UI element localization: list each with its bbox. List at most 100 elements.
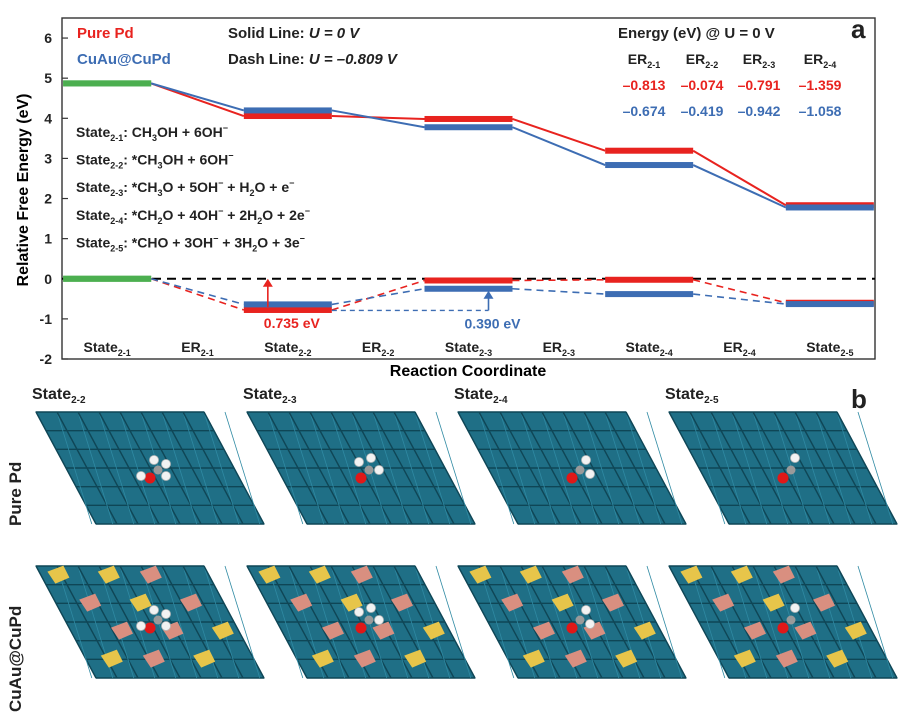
y-axis: -2 -1 0 1 2 3 4 5 6	[40, 30, 68, 367]
state-definition: State2-1: CH3OH + 6OH−	[76, 123, 228, 143]
lattice-line	[267, 411, 304, 525]
lattice-line	[689, 411, 726, 525]
hydrogen-atom	[366, 453, 376, 463]
au-atom-cluster	[308, 565, 331, 584]
connector-line	[692, 278, 787, 304]
connector-line	[150, 278, 245, 311]
lattice-line	[414, 565, 451, 679]
energy-pure-pd: –0.791	[738, 77, 781, 93]
cu-atom-cluster	[142, 649, 165, 668]
au-atom-cluster	[551, 593, 574, 612]
connector-line	[512, 118, 606, 152]
lattice-line	[478, 565, 515, 679]
cuau-slab	[35, 565, 265, 679]
lattice-line	[56, 411, 93, 525]
pd-slab	[457, 411, 687, 525]
column-title: State2-5	[665, 386, 719, 407]
adsorbate-molecule	[354, 453, 384, 484]
x-tick-label: State2-2	[264, 339, 311, 358]
hydrogen-atom	[354, 457, 364, 467]
lattice-line	[182, 411, 219, 525]
legend-pure-pd: Pure Pd	[77, 25, 134, 42]
pd-slab	[246, 411, 476, 525]
cu-atom-cluster	[602, 593, 624, 612]
lattice-line	[98, 565, 135, 679]
gap-annotations: 0.735 eV 0.390 eV	[262, 278, 521, 331]
x-tick-label: ER2-1	[181, 339, 213, 358]
y-tick-label: -2	[40, 351, 53, 367]
structure-grid	[35, 411, 898, 679]
au-atom-cluster	[633, 621, 656, 640]
lattice-line	[330, 411, 367, 525]
x-tick-label: State2-1	[84, 339, 131, 358]
connector-line	[512, 278, 606, 282]
au-atom-cluster	[311, 649, 334, 668]
au-atom-cluster	[469, 565, 492, 584]
cu-atom-cluster	[533, 621, 555, 640]
oxygen-atom	[566, 472, 578, 484]
energy-cuau: –0.674	[623, 103, 666, 119]
connector-line	[150, 277, 245, 306]
level-bar	[785, 301, 874, 308]
carbon-atom	[153, 615, 163, 625]
level-bar	[243, 107, 332, 114]
hydrogen-atom	[161, 459, 171, 469]
plot-frame	[61, 17, 876, 360]
lattice-line	[836, 411, 873, 525]
x-tick-label: ER2-2	[362, 339, 394, 358]
lattice-line	[583, 411, 620, 525]
level-bar	[605, 276, 694, 283]
y-axis-title: Relative Free Energy (eV)	[15, 94, 32, 287]
hydrogen-atom	[374, 615, 384, 625]
au-atom-cluster	[97, 565, 120, 584]
hydrogen-atom	[161, 609, 171, 619]
lattice-line	[203, 565, 240, 679]
level-bar	[424, 115, 513, 122]
lattice-line	[520, 565, 557, 679]
lattice-line	[224, 565, 261, 679]
adsorbate-molecule	[777, 603, 800, 634]
lattice-line	[414, 411, 451, 525]
gap-label-pure-pd: 0.735 eV	[264, 315, 321, 331]
au-atom-cluster	[522, 649, 545, 668]
carbon-atom	[786, 615, 796, 625]
energy-table: ER2-1 ER2-2 ER2-3 ER2-4 –0.813 –0.074 –0.791 –1…	[623, 51, 842, 119]
state-definition: State2-4: *CH2O + 4OH− + 2H2O + 2e−	[76, 206, 310, 226]
hydrogen-atom	[374, 465, 384, 475]
au-atom-cluster	[100, 649, 123, 668]
x-tick-label: ER2-4	[723, 339, 755, 358]
cu-atom-cluster	[564, 649, 587, 668]
cu-atom-cluster	[712, 593, 735, 612]
lattice-line	[689, 565, 726, 679]
hydrogen-atom	[136, 471, 146, 481]
level-bar	[605, 291, 694, 298]
energy-table-title: Energy (eV) @ U = 0 V	[618, 25, 775, 42]
connector-line	[331, 287, 425, 306]
column-title: State2-4	[454, 386, 508, 407]
lattice-line	[478, 411, 515, 525]
pd-slab	[668, 411, 898, 525]
adsorbate-molecule	[136, 455, 171, 484]
connector-line	[150, 82, 245, 112]
legend-dash: Dash Line: U = –0.809 V	[228, 51, 399, 68]
x-tick-label: State2-4	[626, 339, 673, 358]
adsorbate-molecule	[354, 603, 384, 634]
lattice-line	[288, 411, 325, 525]
cu-atom-cluster	[139, 565, 162, 584]
oxygen-atom	[777, 622, 789, 634]
oxygen-atom	[355, 472, 367, 484]
level-bar	[243, 306, 332, 313]
hydrogen-atom	[354, 607, 364, 617]
adsorbate-molecule	[566, 605, 595, 634]
lattice-line	[372, 411, 409, 525]
level-bar	[605, 147, 694, 154]
lattice-line	[625, 411, 662, 525]
cu-atom-cluster	[794, 621, 817, 640]
cu-atom-cluster	[775, 649, 798, 668]
oxygen-atom	[777, 472, 789, 484]
adsorbate-molecule	[777, 453, 800, 484]
cu-atom-cluster	[350, 565, 373, 584]
connector-line	[693, 293, 786, 305]
energy-pure-pd: –0.813	[623, 77, 666, 93]
